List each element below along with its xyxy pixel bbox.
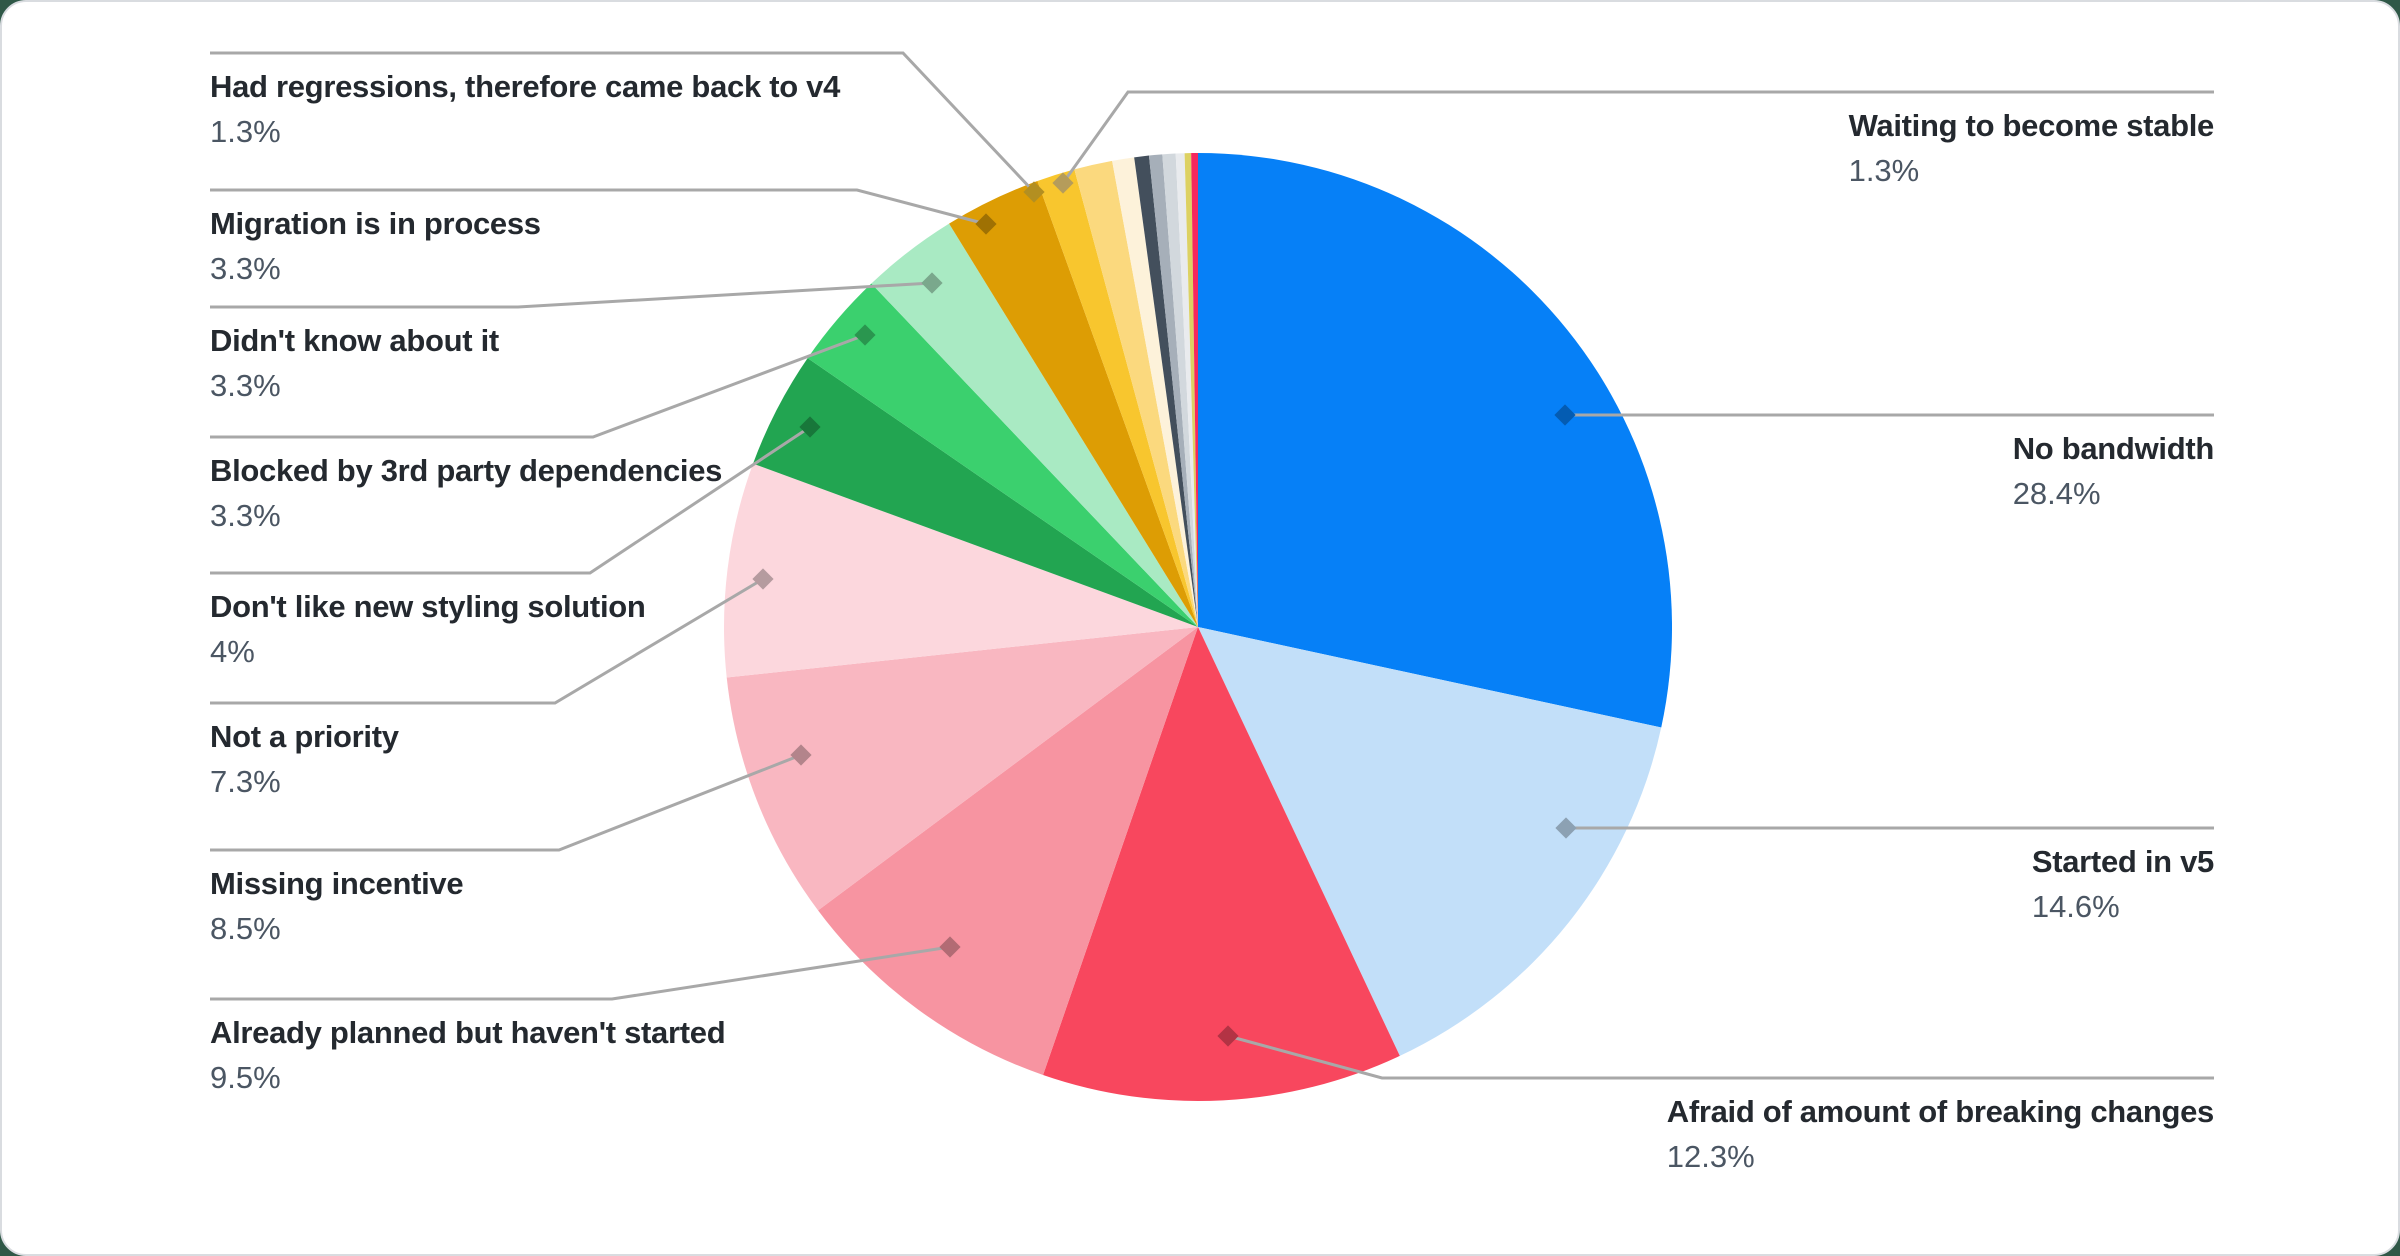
leader-line-didn-t-know-about-it	[210, 281, 933, 309]
pie-slice-unlabeled[interactable]	[1134, 155, 1198, 628]
leader-line-don-t-like-new-styling-solution	[210, 425, 811, 575]
pie-slice-migration-is-in-process[interactable]	[949, 181, 1198, 627]
pie-slice-had-regressions-therefore-came-back-to-v4[interactable]	[1037, 169, 1198, 627]
pie-slice-unlabeled[interactable]	[1175, 153, 1198, 627]
pie-slice-missing-incentive[interactable]	[726, 627, 1198, 911]
pie-slice-already-planned-but-haven-t-started[interactable]	[818, 627, 1198, 1075]
leader-line-migration-is-in-process	[210, 188, 987, 226]
pie-slice-didn-t-know-about-it[interactable]	[871, 223, 1198, 627]
pie-slice-not-a-priority[interactable]	[723, 463, 1198, 678]
pie-slice-unlabeled[interactable]	[1112, 157, 1198, 627]
leader-line-missing-incentive	[210, 753, 802, 852]
pie-slice-started-in-v5[interactable]	[1198, 627, 1662, 1056]
leader-dot-blocked-by-3rd-party-dependencies	[854, 324, 876, 346]
leader-line-blocked-by-3rd-party-dependencies	[210, 333, 866, 439]
pie-slice-afraid-of-amount-of-breaking-changes[interactable]	[1043, 627, 1400, 1101]
leader-dot-not-a-priority	[752, 568, 774, 590]
leader-dot-already-planned-but-haven-t-started	[939, 936, 961, 958]
pie-slice-unlabeled[interactable]	[1162, 153, 1198, 627]
pie-slice-no-bandwidth[interactable]	[1198, 153, 1673, 728]
leader-line-already-planned-but-haven-t-started	[210, 945, 951, 1001]
leader-dot-don-t-like-new-styling-solution	[799, 416, 821, 438]
leader-line-had-regressions-therefore-came-back-to-v4	[210, 51, 1036, 194]
pie-slice-blocked-by-3rd-party-dependencies[interactable]	[807, 283, 1198, 627]
pie-slice-don-t-like-new-styling-solution[interactable]	[753, 358, 1198, 627]
leader-line-afraid-of-amount-of-breaking-changes	[1227, 1034, 2214, 1080]
leader-dot-migration-is-in-process	[975, 213, 997, 235]
leader-line-waiting-to-become-stable	[1061, 90, 2214, 184]
pie-slice-unlabeled[interactable]	[1191, 153, 1198, 627]
leader-line-not-a-priority	[210, 577, 764, 705]
pie-slice-unlabeled[interactable]	[1184, 153, 1198, 628]
leader-dot-didn-t-know-about-it	[921, 272, 943, 294]
leader-dot-missing-incentive	[790, 744, 812, 766]
pie-slice-waiting-to-become-stable[interactable]	[1074, 160, 1198, 627]
pie-slice-unlabeled[interactable]	[1148, 154, 1198, 627]
